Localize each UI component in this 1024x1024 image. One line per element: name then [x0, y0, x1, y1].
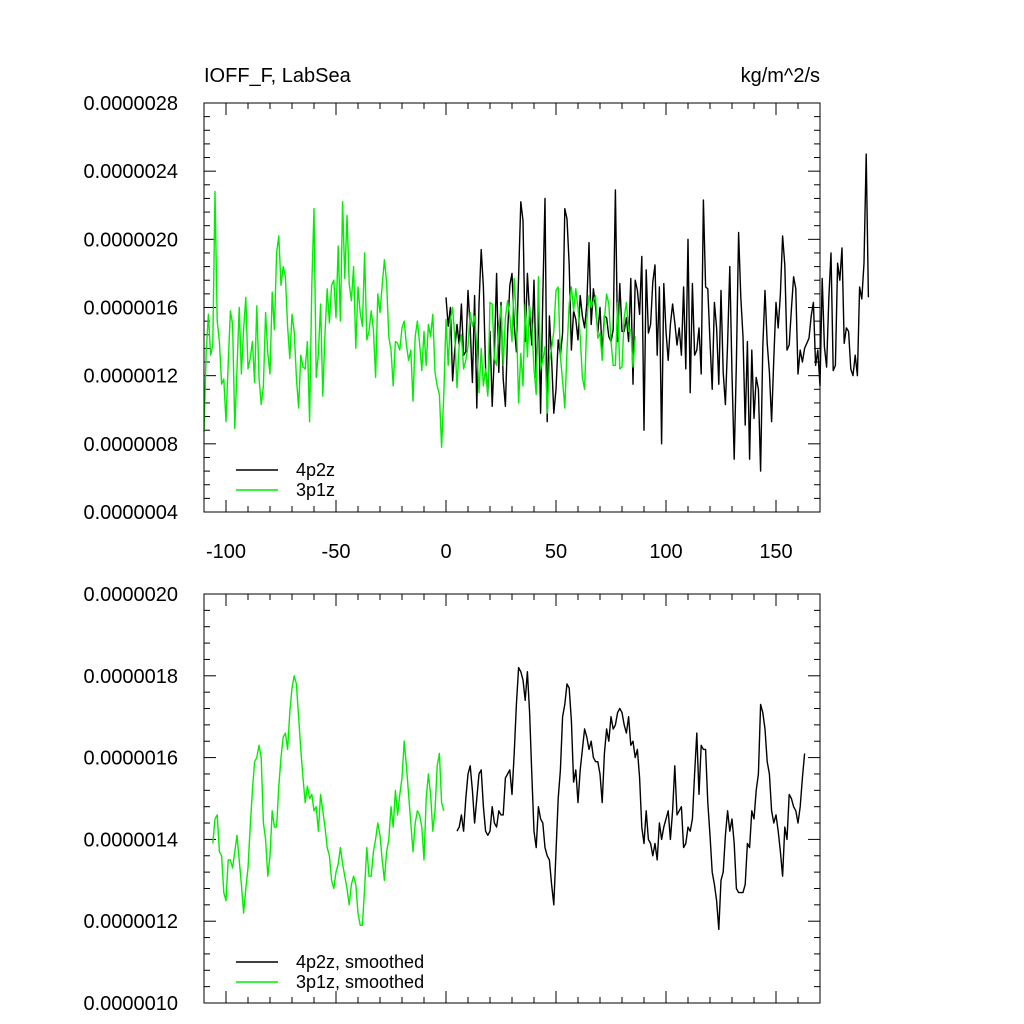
- bottom-chart-y-tick-label: 0.0000018: [83, 666, 178, 688]
- top-chart-y-tick-label: 0.0000008: [83, 434, 178, 456]
- bottom-chart-legend-label: 4p2z, smoothed: [296, 952, 424, 972]
- bottom-chart-panel: 0.0000010 0.0000012 0.0000014 0.0000016 0.00…: [83, 584, 821, 1015]
- bottom-chart-series-line-0: [456, 666, 806, 931]
- top-chart-panel: IOFF_F, LabSea kg/m^2/s 0.00000040.00000…: [83, 65, 870, 563]
- bottom-chart-series: [212, 666, 806, 931]
- top-chart-y-tick-label: 0.0000016: [83, 298, 178, 320]
- top-chart-y-tick-label: 0.0000024: [83, 161, 178, 183]
- top-chart-y-tick-label: 0.0000012: [83, 366, 178, 388]
- bottom-chart-series-line-1: [212, 675, 445, 926]
- bottom-chart-y-tick-label: 0.0000012: [83, 911, 178, 933]
- top-chart-y-tick-label: 0.0000020: [83, 229, 178, 251]
- top-chart-series-line-0: [445, 153, 870, 472]
- top-chart-x-tick-label: 50: [545, 541, 567, 563]
- bottom-chart-y-tick-label: 0.0000020: [83, 584, 178, 606]
- top-chart-y-tick-label: 0.0000004: [83, 502, 178, 524]
- top-chart-units: kg/m^2/s: [741, 65, 820, 87]
- top-chart-x-tick-label: 150: [759, 541, 792, 563]
- top-chart-x-tick-label: -50: [322, 541, 351, 563]
- top-chart-y-tick-labels: 0.0000004 0.0000008 0.0000012 0.0000016 0.00…: [83, 93, 178, 524]
- top-chart-x-tick-label: 0: [440, 541, 451, 563]
- top-chart-ticks: [203, 102, 821, 513]
- bottom-chart-frame: [203, 593, 821, 1004]
- top-chart-series: [203, 153, 870, 472]
- top-chart-x-tick-label: 100: [649, 541, 682, 563]
- bottom-chart-y-tick-label: 0.0000014: [83, 829, 178, 851]
- top-chart-series-line-1: [203, 190, 636, 448]
- bottom-chart-y-tick-labels: 0.0000010 0.0000012 0.0000014 0.0000016 0.00…: [83, 584, 178, 1015]
- bottom-chart-legend-label: 3p1z, smoothed: [296, 972, 424, 992]
- top-chart-y-tick-label: 0.0000028: [83, 93, 178, 115]
- top-chart-legend-label: 3p1z: [296, 480, 335, 500]
- top-chart-frame: [203, 102, 821, 513]
- bottom-chart-y-tick-label: 0.0000016: [83, 748, 178, 770]
- top-chart-title: IOFF_F, LabSea: [204, 65, 352, 87]
- top-chart-x-tick-labels: -100 -50 0 50 100 150: [206, 541, 793, 563]
- top-chart-legend-label: 4p2z: [296, 460, 335, 480]
- bottom-chart-y-tick-label: 0.0000010: [83, 993, 178, 1015]
- top-chart-x-tick-label: -100: [206, 541, 246, 563]
